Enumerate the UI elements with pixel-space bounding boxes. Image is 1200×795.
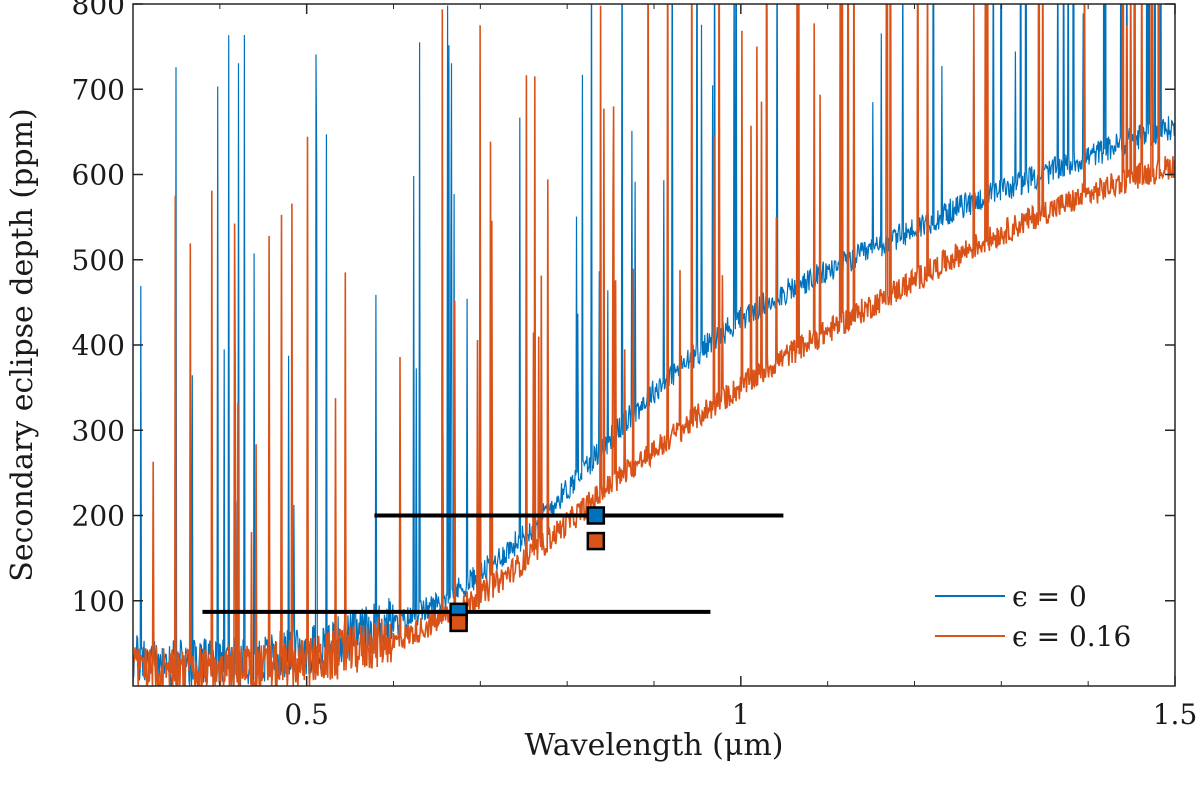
y-tick-label-4: 500	[72, 244, 125, 277]
errorbar-layer	[202, 506, 784, 633]
x-axis-title: Wavelength (μm)	[525, 728, 784, 763]
series-line-0	[133, 4, 1175, 686]
tick-layer: 100 200 300 400 500 600 700 800 0.5 1 1.5	[72, 0, 1198, 731]
series-layer	[133, 4, 1175, 686]
binned-point-0	[586, 506, 606, 525]
y-axis-title: Secondary eclipse depth (ppm)	[5, 108, 40, 581]
x-tick-label-0: 0.5	[284, 698, 329, 731]
y-tick-label-2: 300	[72, 414, 125, 447]
y-tick-label-1: 200	[72, 500, 125, 533]
y-tick-label-3: 400	[72, 329, 125, 362]
y-tick-label-0: 100	[72, 585, 125, 618]
x-tick-label-1: 1	[732, 698, 750, 731]
legend: ϵ = 0 ϵ = 0.16	[935, 580, 1131, 653]
x-tick-label-2: 1.5	[1153, 698, 1198, 731]
legend-label-epsilon-016: ϵ = 0.16	[1012, 620, 1131, 653]
binned-point-3	[449, 613, 468, 633]
y-tick-label-6: 700	[72, 73, 125, 106]
binned-point-1	[586, 531, 606, 551]
y-tick-label-7: 800	[72, 0, 125, 21]
series-line-1	[133, 4, 1175, 686]
y-tick-label-5: 600	[72, 159, 125, 192]
legend-label-epsilon-0: ϵ = 0	[1012, 580, 1087, 613]
